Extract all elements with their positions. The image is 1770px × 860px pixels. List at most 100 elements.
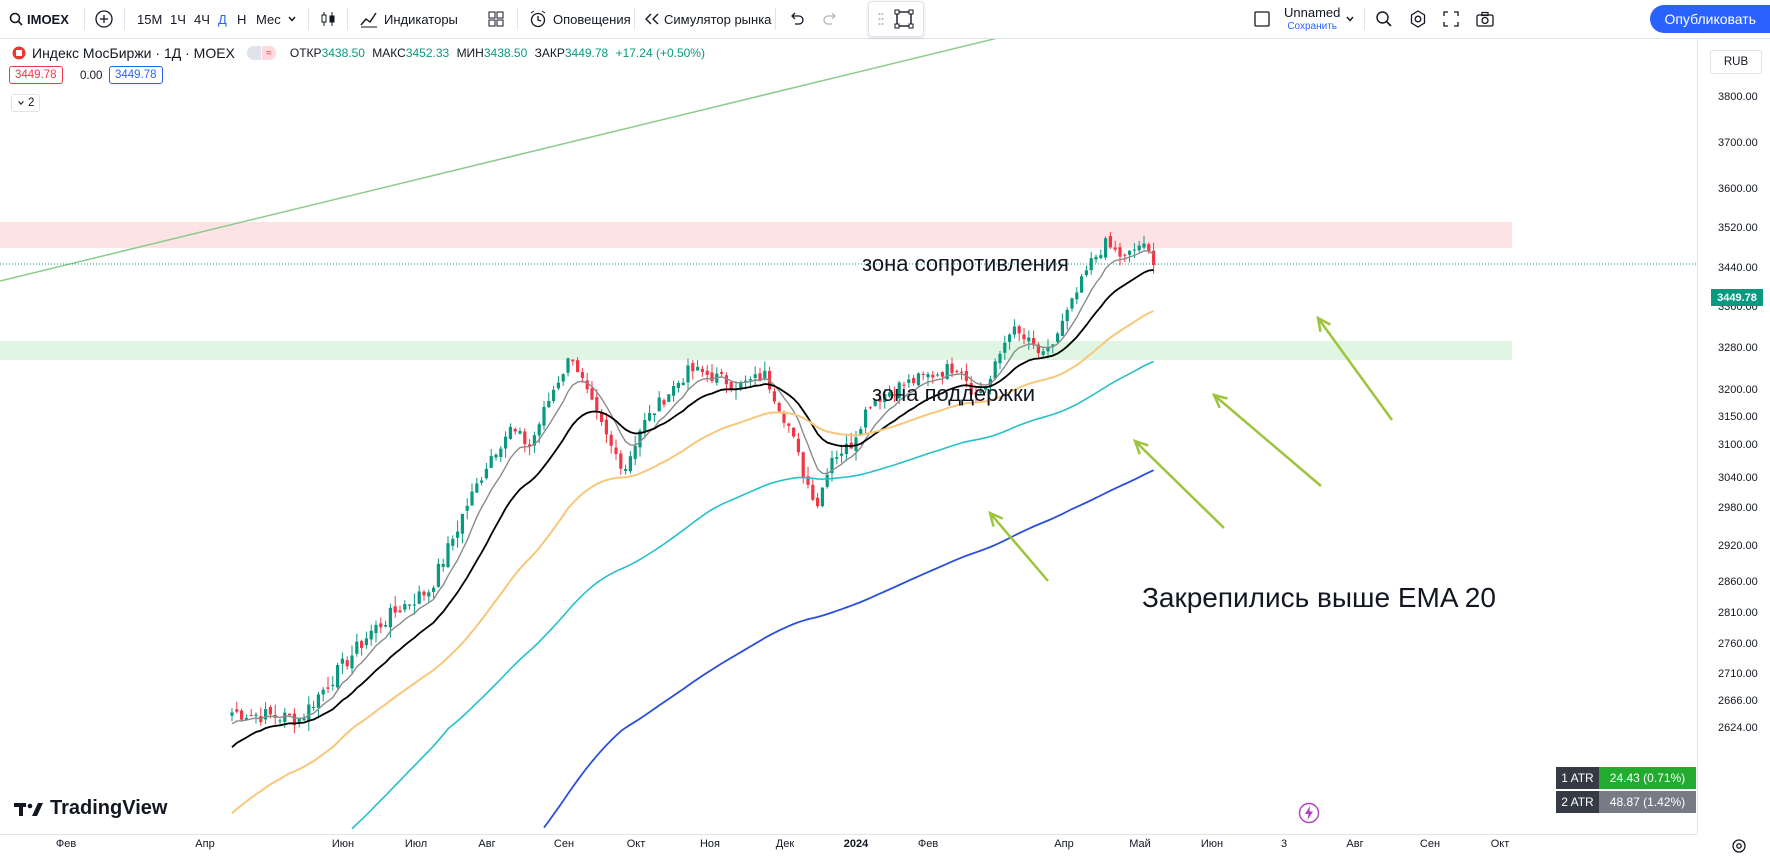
- candle-body: [585, 380, 589, 390]
- candle-body: [844, 443, 848, 455]
- interval-1h[interactable]: 1Ч: [170, 0, 186, 38]
- candle-body: [480, 480, 484, 483]
- time-tick-label: 3: [1280, 838, 1288, 850]
- chart-type-button[interactable]: [319, 0, 337, 38]
- candle-body: [691, 363, 695, 372]
- time-axis[interactable]: [0, 834, 1697, 860]
- interval-4h[interactable]: 4Ч: [194, 0, 210, 38]
- gear-icon: [1410, 10, 1426, 28]
- legend-visibility-toggles[interactable]: ≈: [246, 46, 276, 60]
- candle-body: [633, 445, 637, 459]
- layout-name[interactable]: Unnamed Сохранить: [1284, 0, 1340, 38]
- candle-body: [417, 591, 421, 604]
- indicators-button[interactable]: Индикаторы: [360, 0, 458, 38]
- candle-body: [643, 420, 647, 433]
- save-label[interactable]: Сохранить: [1287, 20, 1338, 32]
- candle-body: [561, 374, 565, 382]
- candle-body: [960, 371, 964, 373]
- candle-body: [619, 453, 623, 469]
- interval-1m[interactable]: Мес: [256, 0, 281, 38]
- candle-body: [576, 360, 580, 373]
- tradingview-watermark[interactable]: TradingView: [14, 797, 167, 820]
- candle-body: [345, 660, 349, 667]
- candle-body: [710, 372, 714, 382]
- candle-body: [700, 368, 704, 373]
- publish-button[interactable]: Опубликовать: [1650, 5, 1770, 33]
- candle-body: [744, 380, 748, 382]
- candle-body: [1137, 245, 1141, 251]
- approx-icon[interactable]: ≈: [261, 46, 276, 60]
- candle-body: [364, 638, 368, 646]
- undo-icon: [791, 12, 804, 25]
- price-axis[interactable]: [1697, 39, 1770, 834]
- interval-dropdown[interactable]: [287, 0, 297, 38]
- replay-button[interactable]: Симулятор рынка: [644, 0, 771, 38]
- drag-handle-icon[interactable]: [878, 12, 884, 26]
- interval-1w[interactable]: Н: [237, 0, 246, 38]
- time-tick-label: Июн: [331, 838, 355, 850]
- eye-toggle-icon[interactable]: [246, 46, 261, 60]
- redo-button[interactable]: [822, 0, 838, 38]
- candle-body: [532, 435, 536, 446]
- candle-body: [931, 374, 935, 378]
- candle-body: [753, 374, 757, 378]
- quick-search-button[interactable]: [1375, 0, 1393, 38]
- candle-body: [1142, 243, 1146, 248]
- currency-selector[interactable]: RUB: [1710, 50, 1762, 74]
- indicators-collapse-button[interactable]: 2: [11, 94, 41, 112]
- open-label: ОТКР: [289, 46, 322, 60]
- interval-label: Мес: [256, 11, 281, 27]
- price-tick-label: 2920.00: [1718, 540, 1758, 552]
- candle-body: [600, 411, 604, 422]
- time-axis-settings-button[interactable]: [1731, 838, 1747, 859]
- candle-body: [547, 401, 551, 408]
- time-tick-label: Окт: [626, 838, 646, 850]
- candle-body: [571, 359, 575, 362]
- templates-button[interactable]: [488, 0, 504, 38]
- settings-button[interactable]: [1409, 0, 1427, 38]
- symbol-search[interactable]: IMOEX: [9, 0, 69, 38]
- top-toolbar: IMOEX 15М 1Ч 4Ч Д Н Мес Индикаторы Опове…: [0, 0, 1770, 39]
- sell-price-box[interactable]: 3449.78: [9, 66, 63, 84]
- annotation-arrowhead: [1132, 438, 1149, 455]
- symbol-logo-icon: [12, 46, 26, 60]
- flash-button[interactable]: [1298, 802, 1320, 829]
- snapshot-button[interactable]: [1476, 0, 1494, 38]
- ema-annotation: Закрепились выше EMA 20: [1142, 582, 1496, 613]
- candle-body: [393, 606, 397, 613]
- candle-body: [624, 468, 628, 471]
- candle-body: [422, 591, 426, 596]
- undo-button[interactable]: [789, 0, 805, 38]
- annotation-arrow: [1134, 440, 1225, 529]
- fullscreen-icon: [1443, 11, 1459, 27]
- price-chart[interactable]: [0, 39, 1770, 859]
- candle-body: [427, 592, 431, 597]
- compare-button[interactable]: [95, 0, 113, 38]
- candle-body: [552, 389, 556, 402]
- indicators-icon: [360, 12, 377, 28]
- candle-body: [230, 712, 234, 716]
- fullscreen-button[interactable]: [1443, 0, 1459, 38]
- candle-body: [302, 717, 306, 721]
- layout-checkbox[interactable]: [1253, 0, 1271, 38]
- annotation-arrowhead: [988, 510, 1004, 527]
- candle-body: [1080, 276, 1084, 293]
- candle-body: [1123, 254, 1127, 256]
- candle-body: [278, 720, 282, 722]
- candle-body: [902, 384, 906, 386]
- candle-body: [283, 712, 287, 723]
- candle-body: [441, 564, 445, 567]
- annotation-arrowhead: [1316, 315, 1331, 333]
- drawing-float-toolbar[interactable]: [868, 1, 924, 37]
- candle-body: [264, 709, 268, 720]
- alerts-button[interactable]: Оповещения: [529, 0, 631, 38]
- price-tick-label: 3200.00: [1718, 384, 1758, 396]
- layout-dropdown[interactable]: [1345, 0, 1355, 38]
- rectangle-tool-icon[interactable]: [894, 9, 914, 29]
- interval-15m[interactable]: 15М: [137, 0, 162, 38]
- candle-body: [360, 641, 364, 648]
- price-tick-label: 2860.00: [1718, 576, 1758, 588]
- buy-price-box[interactable]: 3449.78: [109, 66, 163, 84]
- interval-1d[interactable]: Д: [218, 0, 227, 38]
- time-tick-label: Фев: [917, 838, 939, 850]
